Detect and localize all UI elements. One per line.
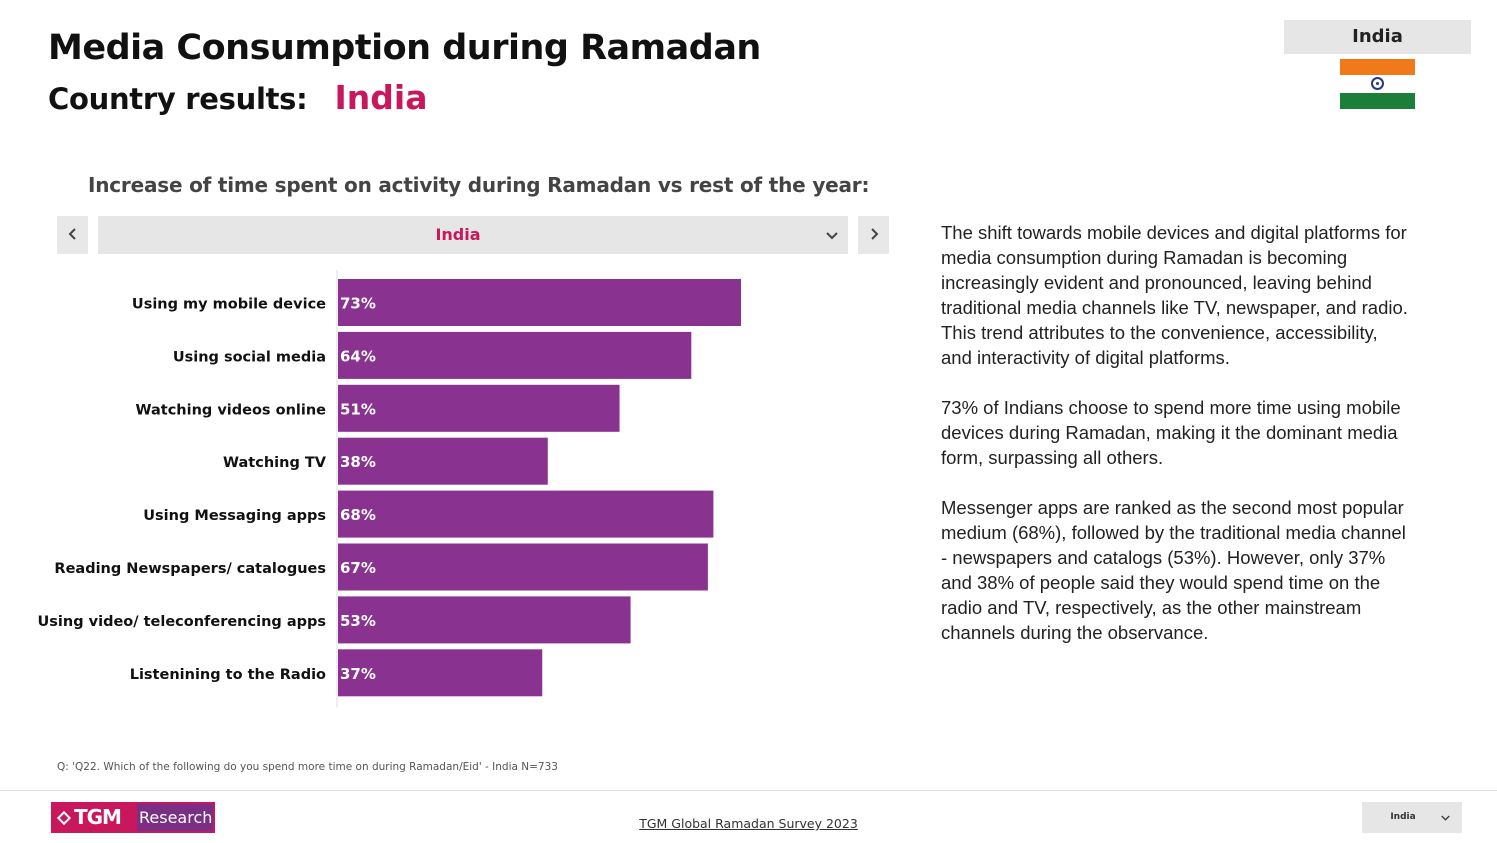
description-paragraph-3: Messenger apps are ranked as the second … [941, 497, 1406, 643]
category-label-3: Watching videos online [136, 402, 327, 418]
description-text: The shift towards mobile devices and dig… [941, 220, 1411, 670]
data-label-2: 64% [340, 347, 376, 365]
bar-8 [338, 649, 543, 697]
bar-6 [338, 543, 708, 591]
data-label-1: 73% [340, 295, 376, 313]
subtitle-row: Country results: India [48, 78, 427, 117]
data-label-6: 67% [340, 559, 376, 577]
category-label-1: Using my mobile device [132, 297, 326, 313]
data-label-5: 68% [340, 506, 376, 524]
bar-4 [338, 437, 548, 485]
bar-7 [338, 596, 631, 644]
category-label-4: Watching TV [223, 455, 327, 471]
country-select-value: India [435, 225, 481, 244]
logo-research-text: Research [139, 808, 213, 827]
chevron-down-icon [826, 232, 838, 240]
footer-country-select[interactable]: India [1362, 802, 1462, 833]
bar-1 [338, 279, 741, 326]
description-paragraph-1: The shift towards mobile devices and dig… [941, 222, 1408, 368]
footer: TGM Research TGM Global Ramadan Survey 2… [0, 790, 1497, 843]
bar-chart: Using my mobile device 73% Using social me… [38, 270, 741, 708]
data-label-3: 51% [340, 400, 376, 418]
chevron-right-icon [870, 228, 878, 240]
category-label-8: Listenining to the Radio [130, 667, 326, 683]
category-label-6: Reading Newspapers/ catalogues [54, 561, 326, 577]
footer-select-value: India [1390, 812, 1416, 822]
logo-tgm-text: TGM [74, 805, 122, 829]
flag-saffron-band [1340, 59, 1415, 75]
survey-link[interactable]: TGM Global Ramadan Survey 2023 [639, 816, 858, 831]
bar-2 [338, 331, 692, 379]
bar-3 [338, 384, 620, 432]
category-label-2: Using social media [173, 349, 326, 365]
flag-white-band [1340, 75, 1415, 93]
description-paragraph-2: 73% of Indians choose to spend more time… [941, 397, 1401, 468]
next-country-button[interactable] [858, 216, 889, 254]
subtitle-label: Country results: [48, 82, 308, 116]
category-label-7: Using video/ teleconferencing apps [38, 614, 326, 630]
country-select[interactable]: India [98, 216, 848, 254]
flag-panel-label: India [1284, 20, 1471, 54]
ashoka-chakra-icon [1371, 77, 1384, 90]
chevron-left-icon [68, 228, 76, 240]
india-flag-icon [1340, 59, 1415, 109]
data-label-8: 37% [340, 665, 376, 683]
logo-tgm: TGM [53, 804, 137, 831]
tgm-research-logo: TGM Research [51, 802, 215, 833]
page-title: Media Consumption during Ramadan [48, 28, 761, 68]
data-label-7: 53% [340, 612, 376, 630]
survey-footnote: Q: 'Q22. Which of the following do you s… [57, 761, 558, 773]
chevron-down-icon [1441, 815, 1450, 821]
bar-5 [338, 490, 714, 538]
prev-country-button[interactable] [57, 216, 88, 254]
data-label-4: 38% [340, 453, 376, 471]
chart-title: Increase of time spent on activity durin… [88, 173, 870, 197]
category-label-5: Using Messaging apps [143, 508, 326, 524]
subtitle-country: India [334, 78, 428, 117]
flag-green-band [1340, 93, 1415, 109]
